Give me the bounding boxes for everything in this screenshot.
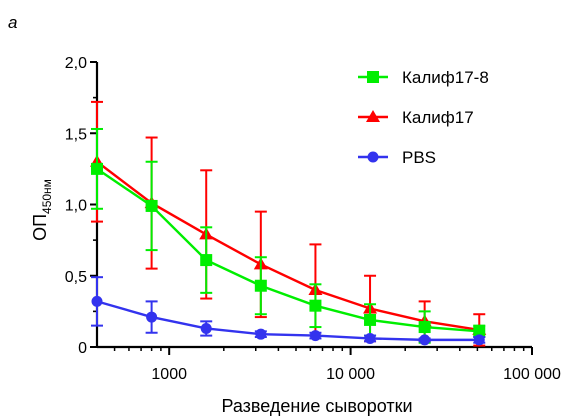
data-point bbox=[200, 322, 212, 334]
data-point bbox=[419, 334, 431, 346]
legend-marker bbox=[367, 151, 379, 163]
legend-marker bbox=[367, 71, 379, 83]
series-square bbox=[91, 127, 486, 344]
y-tick-label: 1,0 bbox=[65, 198, 87, 215]
legend-item: Калиф17 bbox=[358, 108, 474, 127]
data-point bbox=[254, 279, 267, 292]
data-point bbox=[309, 299, 322, 312]
x-tick-label: 1000 bbox=[151, 366, 187, 383]
legend-label: Калиф17-8 bbox=[402, 68, 489, 87]
data-point bbox=[255, 328, 267, 340]
svg-text:ОП450нм: ОП450нм bbox=[30, 179, 54, 241]
data-point bbox=[364, 313, 377, 326]
x-tick-label: 100 000 bbox=[503, 366, 561, 383]
series-line bbox=[96, 167, 480, 333]
series-layer bbox=[90, 100, 487, 347]
data-point bbox=[91, 295, 103, 307]
data-point bbox=[146, 311, 158, 323]
data-point bbox=[364, 332, 376, 344]
data-point bbox=[418, 321, 431, 334]
y-axis-title-main: ОП bbox=[30, 214, 50, 241]
y-axis-title: ОП450нм bbox=[30, 179, 54, 241]
axes-group: 0 0,5 1,0 1,5 2,0 1000 10 000 100 000 bbox=[65, 55, 561, 383]
data-point bbox=[473, 334, 485, 346]
series-line bbox=[96, 300, 480, 342]
y-axis-title-sub: 450нм bbox=[40, 179, 54, 214]
legend-item: Калиф17-8 bbox=[358, 68, 489, 87]
legend-label: PBS bbox=[402, 148, 436, 167]
legend-item: PBS bbox=[358, 148, 436, 167]
series-circle bbox=[91, 276, 486, 346]
legend-marker bbox=[366, 110, 380, 122]
y-tick-label: 0,5 bbox=[65, 269, 87, 286]
data-point bbox=[200, 254, 213, 267]
y-tick-label: 1,5 bbox=[65, 126, 87, 143]
series-line bbox=[96, 160, 480, 332]
data-point bbox=[473, 325, 486, 338]
y-tick-label: 0 bbox=[78, 340, 87, 357]
y-tick-label: 2,0 bbox=[65, 55, 87, 72]
panel-label: a bbox=[8, 13, 17, 32]
data-point bbox=[91, 162, 103, 175]
series-triangle bbox=[90, 100, 487, 347]
x-axis-title: Разведение сыворотки bbox=[221, 396, 412, 416]
data-point bbox=[145, 199, 158, 212]
legend: Калиф17-8 Калиф17 PBS bbox=[358, 68, 489, 167]
legend-label: Калиф17 bbox=[402, 108, 474, 127]
x-tick-label: 10 000 bbox=[326, 366, 375, 383]
data-point bbox=[309, 330, 321, 342]
